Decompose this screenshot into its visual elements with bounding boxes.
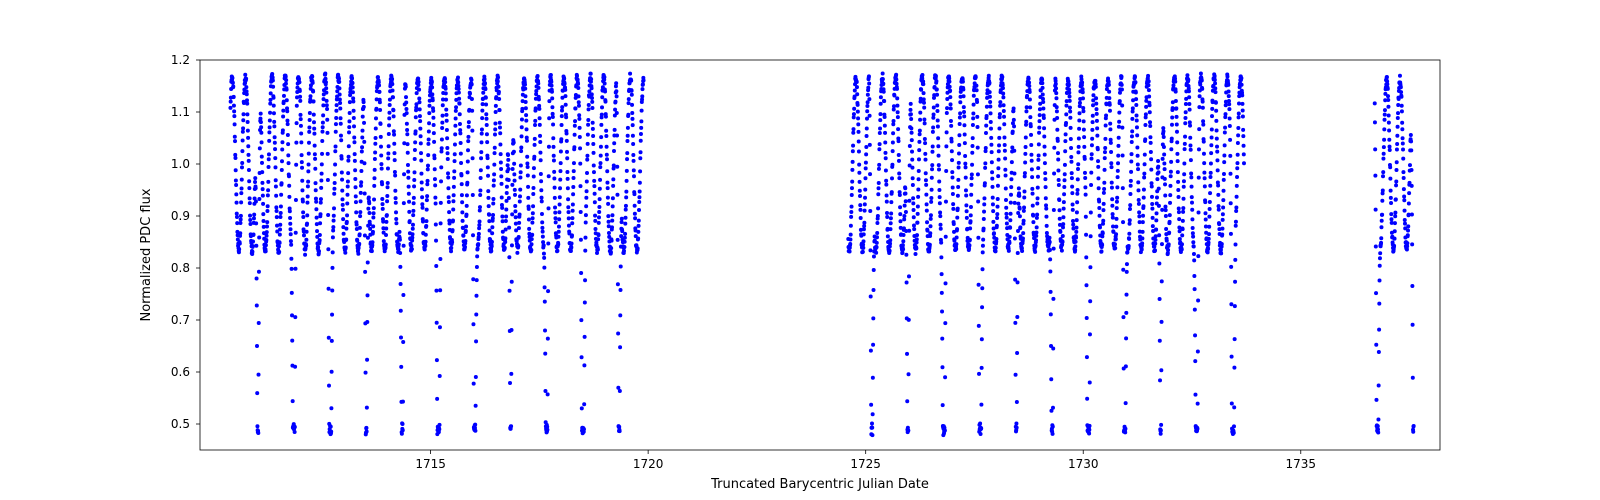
chart-svg: 1715 1720 1725 1730 1735 0.5 0.6 0.7 0.8 0.9 1.0 1.… xyxy=(0,0,1600,500)
y-tick-label: 0.6 xyxy=(171,365,190,379)
x-axis-label: Truncated Barycentric Julian Date xyxy=(710,477,929,492)
x-tick-label: 1725 xyxy=(850,457,881,471)
y-tick-label: 1.0 xyxy=(171,157,190,171)
x-tick-label: 1720 xyxy=(633,457,664,471)
x-tick-label: 1730 xyxy=(1068,457,1099,471)
y-tick-label: 0.8 xyxy=(171,261,190,275)
y-tick-label: 1.1 xyxy=(171,105,190,119)
y-tick-label: 0.9 xyxy=(171,209,190,223)
y-tick-label: 0.5 xyxy=(171,417,190,431)
x-tick-label: 1715 xyxy=(415,457,446,471)
y-tick-label: 0.7 xyxy=(171,313,190,327)
y-tick-label: 1.2 xyxy=(171,53,190,67)
x-tick-label: 1735 xyxy=(1285,457,1316,471)
lightcurve-chart: 1715 1720 1725 1730 1735 0.5 0.6 0.7 0.8 0.9 1.0 1.… xyxy=(0,0,1600,500)
y-axis-label: Normalized PDC flux xyxy=(139,188,154,321)
